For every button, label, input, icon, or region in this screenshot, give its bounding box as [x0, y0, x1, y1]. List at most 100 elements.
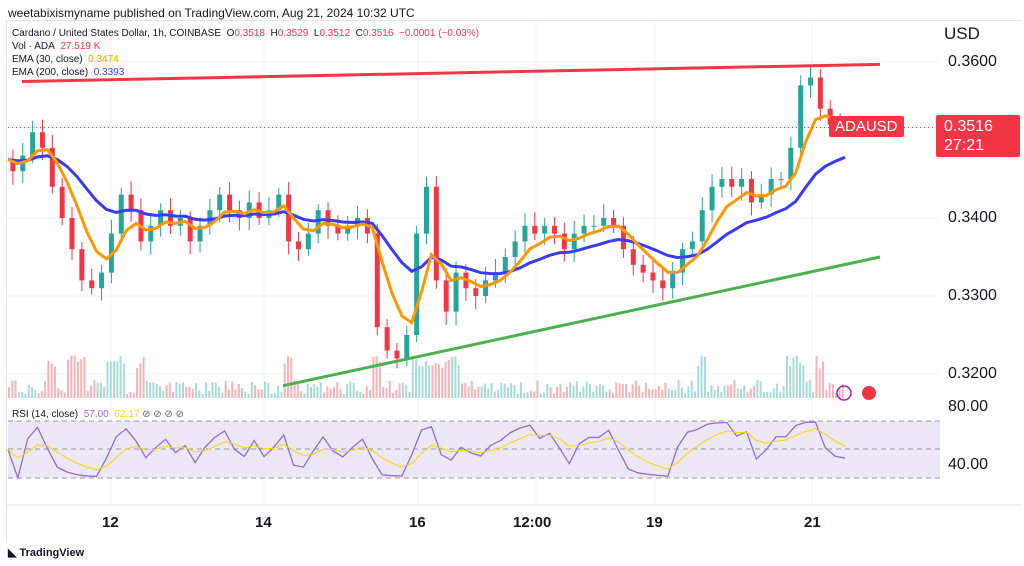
volume-bar	[648, 389, 651, 398]
volume-bar	[204, 382, 207, 398]
volume-bar	[520, 381, 523, 398]
low-label: L	[313, 28, 320, 39]
volume-bar	[441, 367, 444, 398]
open-value: 0.3518	[234, 28, 265, 39]
brand-name: TradingView	[19, 547, 85, 559]
candle-body	[167, 210, 173, 226]
volume-bar	[90, 385, 93, 398]
volume-bar	[812, 392, 815, 398]
volume-bar	[579, 391, 582, 398]
rsi-ma-line	[7, 428, 846, 471]
candle-body	[374, 233, 380, 328]
volume-bar	[8, 387, 10, 398]
volume-bar	[625, 384, 628, 398]
volume-bar	[155, 383, 158, 398]
volume-bar	[53, 366, 56, 398]
volume-bar	[713, 389, 716, 398]
volume-bar	[657, 386, 660, 398]
volume-bar	[762, 392, 765, 398]
time-tick: 21	[804, 514, 821, 531]
volume-bar	[198, 390, 201, 398]
tradingview-logo[interactable]: ◣ TradingView	[8, 546, 84, 559]
volume-bar	[264, 381, 267, 398]
volume-bar	[24, 393, 27, 398]
volume-bar	[470, 381, 473, 398]
volume-bar	[595, 385, 598, 398]
volume-bar	[280, 391, 283, 398]
volume-bar	[395, 389, 398, 398]
volume-bar	[211, 381, 214, 398]
volume-bar	[277, 385, 280, 398]
currency-label[interactable]: USD	[944, 24, 980, 43]
volume-bar	[388, 380, 391, 398]
volume-bar	[772, 388, 775, 398]
candle-body	[305, 233, 311, 250]
volume-bar	[40, 391, 43, 398]
volume-bar	[451, 357, 454, 398]
volume-bar	[67, 359, 70, 398]
candle-body	[89, 280, 95, 289]
volume-bar	[585, 381, 588, 398]
volume-bar	[362, 393, 365, 398]
volume-bar	[392, 392, 395, 398]
volume-bar	[743, 385, 746, 398]
volume-bar	[158, 386, 161, 398]
volume-bar	[349, 381, 352, 398]
symbol-price-label: ADAUSD	[829, 116, 904, 137]
volume-bar	[99, 382, 102, 398]
volume-bar	[835, 392, 838, 398]
candle-body	[778, 179, 784, 180]
volume-bar	[83, 357, 86, 398]
volume-bar	[602, 385, 605, 398]
candle-body	[670, 272, 676, 289]
candle-body	[748, 179, 754, 203]
ema200-label: EMA (200, close)	[12, 67, 89, 78]
volume-bar	[250, 382, 253, 398]
price-tick: 0.3200	[948, 365, 997, 382]
volume-bar	[503, 383, 506, 398]
volume-bar	[418, 365, 421, 398]
vol-label: Vol · ADA	[12, 41, 55, 52]
volume-bar	[513, 384, 516, 398]
candle-body	[561, 233, 567, 250]
volume-bar	[792, 357, 795, 398]
volume-bar	[44, 380, 47, 398]
volume-bar	[313, 384, 316, 398]
volume-bar	[165, 384, 168, 398]
logo-icon: ◣	[8, 547, 17, 559]
rsi-line	[7, 421, 846, 481]
candle-body	[650, 272, 656, 281]
volume-bar	[474, 389, 477, 398]
volume-bar	[582, 386, 585, 398]
volume-bar	[431, 365, 434, 398]
candle-body	[729, 179, 735, 187]
volume-bar	[634, 380, 637, 398]
volume-bar	[674, 389, 677, 398]
candle-body	[502, 257, 508, 273]
volume-bar	[50, 363, 53, 398]
volume-bar	[332, 386, 335, 398]
candle-body	[99, 272, 105, 289]
volume-bar	[825, 389, 828, 398]
volume-bar	[483, 383, 486, 398]
volume-bar	[336, 381, 339, 398]
volume-bar	[188, 386, 191, 398]
volume-bar	[37, 393, 40, 398]
price-tick: 0.3300	[948, 287, 997, 304]
candle-body	[719, 179, 725, 187]
open-label: O	[226, 28, 235, 39]
volume-bar	[195, 383, 198, 398]
volume-bar	[539, 393, 542, 398]
volume-bar	[608, 389, 611, 398]
lightning-icon	[836, 385, 852, 401]
volume-bar	[415, 359, 418, 398]
volume-bar	[385, 387, 388, 398]
volume-bar	[339, 388, 342, 398]
volume-bar	[365, 386, 368, 398]
volume-bar	[526, 392, 529, 398]
volume-bar	[116, 361, 119, 398]
volume-bar	[63, 392, 66, 398]
rsi-value: 57.00	[83, 409, 109, 420]
volume-bar	[818, 368, 821, 398]
